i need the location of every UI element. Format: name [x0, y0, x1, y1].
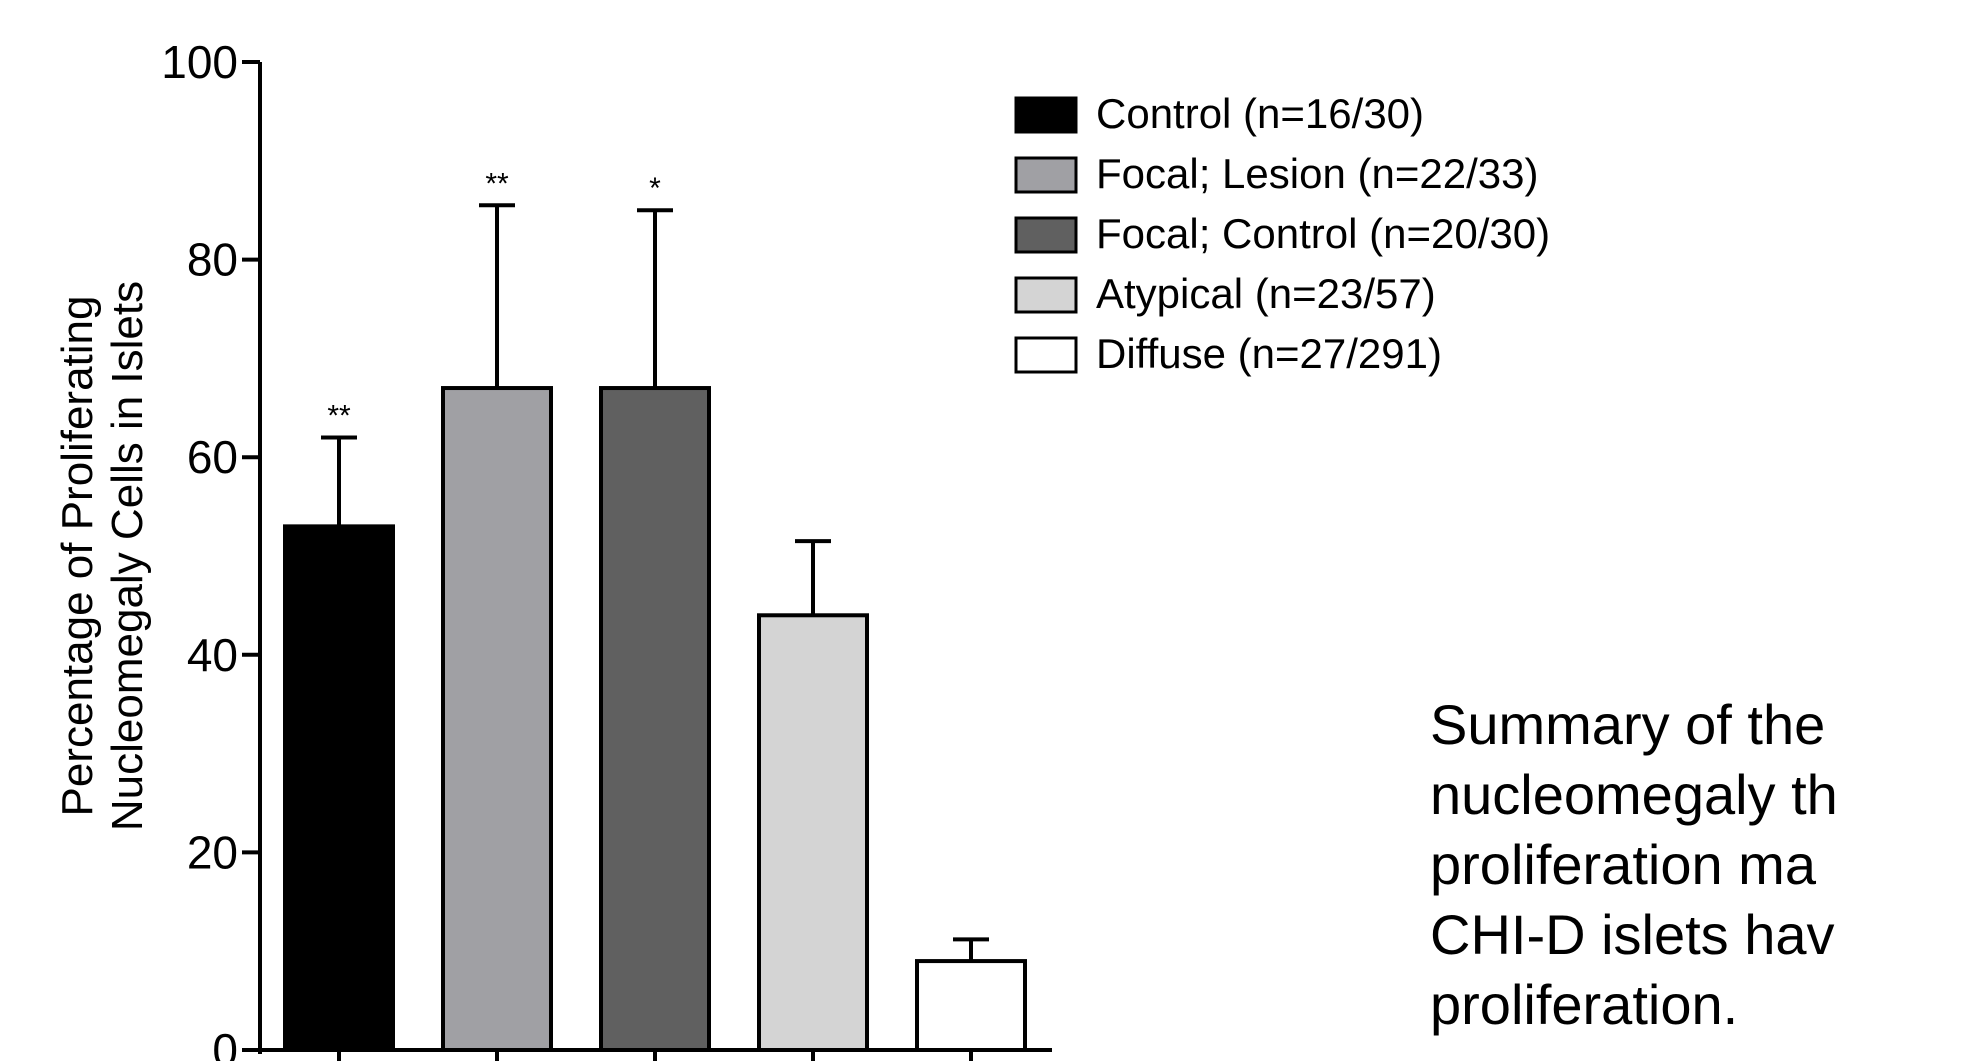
caption-line: proliferation ma — [1430, 833, 1816, 896]
legend-swatch — [1014, 276, 1078, 314]
bar — [757, 613, 869, 1053]
y-tick-label: 40 — [187, 629, 238, 681]
y-axis-label-line: Percentage of Proliferating — [53, 296, 102, 817]
bar — [915, 959, 1027, 1053]
legend-label: Focal; Lesion (n=22/33) — [1096, 150, 1538, 197]
legend-swatch — [1014, 156, 1078, 194]
legend-swatch — [1014, 336, 1078, 374]
y-tick-label: 60 — [187, 431, 238, 483]
summary-caption: Summary of the nucleomegaly th prolifera… — [1430, 690, 1961, 1061]
y-tick-label: 80 — [187, 234, 238, 286]
y-axis-label-line: Nucleomegaly Cells in Islets — [103, 281, 152, 831]
bar — [441, 386, 553, 1053]
legend-label: Atypical (n=23/57) — [1096, 270, 1436, 317]
y-axis-ticks: 0 20 40 60 80 100 — [161, 36, 260, 1061]
y-tick-label: 100 — [161, 36, 238, 88]
y-tick-label: 0 — [212, 1024, 238, 1061]
significance-label: ** — [327, 399, 351, 432]
legend-label: Control (n=16/30) — [1096, 90, 1424, 137]
legend-label: Diffuse (n=27/291) — [1096, 330, 1442, 377]
bar — [599, 386, 711, 1053]
caption-line: CHI-D islets hav — [1430, 903, 1835, 966]
legend-swatch — [1014, 96, 1078, 134]
bar — [283, 524, 395, 1052]
caption-line: proliferation. — [1430, 973, 1739, 1036]
legend-label: Focal; Control (n=20/30) — [1096, 210, 1550, 257]
y-tick-label: 20 — [187, 826, 238, 878]
caption-line: nucleomegaly th — [1430, 763, 1838, 826]
caption-line: Summary of the — [1430, 693, 1826, 756]
significance-label: * — [649, 172, 661, 205]
bars: **** * — [283, 167, 1027, 1061]
legend: Control (n=16/30) Focal; Lesion (n=22/33)… — [1014, 90, 1550, 377]
y-axis-label: Percentage of Proliferating Nucleomegaly … — [53, 281, 152, 831]
significance-label: ** — [485, 167, 509, 200]
legend-swatch — [1014, 216, 1078, 254]
